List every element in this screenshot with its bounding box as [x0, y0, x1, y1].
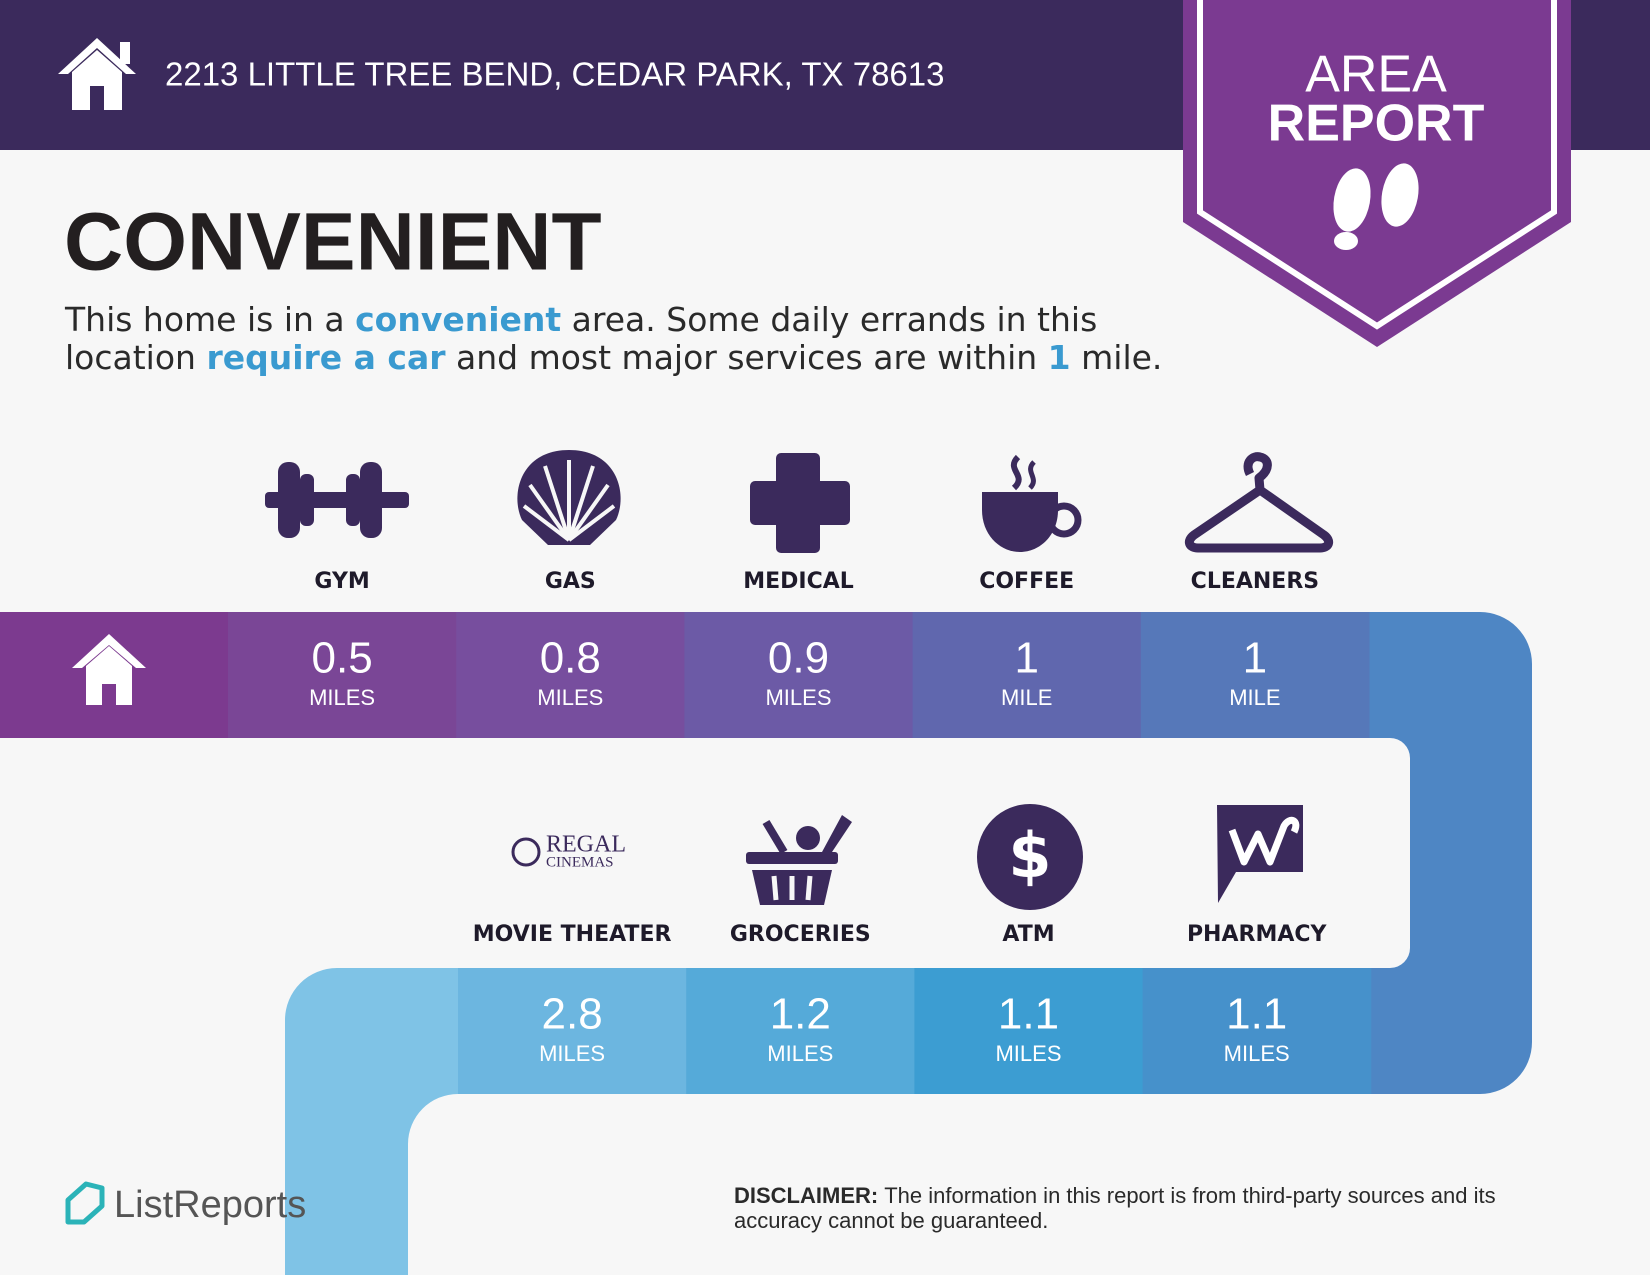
brand: ListReports	[114, 1184, 306, 1226]
distance-value: 1.1	[1226, 990, 1287, 1039]
summary-segment: This home is in a	[64, 300, 355, 339]
atm-icon	[977, 804, 1083, 910]
distance-value: 1.2	[770, 990, 831, 1039]
gas-icon	[517, 450, 621, 545]
distance-unit: MILES	[995, 1041, 1061, 1066]
distance-value: 0.5	[312, 634, 373, 683]
route-connector	[285, 968, 458, 1275]
icon-part	[72, 634, 146, 668]
cleaners-icon	[1184, 452, 1334, 553]
distance-value: 1	[1014, 634, 1038, 683]
place-label: MOVIE THEATER	[473, 922, 672, 947]
summary-segment: mile.	[1071, 338, 1163, 377]
distance-unit: MILES	[765, 685, 831, 710]
place-label: ATM	[1002, 922, 1054, 947]
distance-value: 0.8	[540, 634, 601, 683]
distance-value: 0.9	[768, 634, 829, 683]
distance-unit: MILES	[1224, 1041, 1290, 1066]
home-cell-icon	[72, 634, 146, 705]
distance-unit: MILES	[537, 685, 603, 710]
badge-text: REPORT	[1268, 95, 1485, 153]
place-label: GAS	[545, 569, 596, 594]
distance-unit: MILES	[767, 1041, 833, 1066]
place-label: MEDICAL	[743, 569, 854, 594]
summary-segment: convenient	[355, 300, 561, 339]
distance-cell	[1140, 612, 1370, 738]
address: 2213 LITTLE TREE BEND, CEDAR PARK, TX 78…	[165, 56, 945, 93]
icon-part	[86, 646, 132, 705]
disclaimer-text: accuracy cannot be guaranteed.	[734, 1208, 1048, 1233]
pharmacy-icon	[1217, 805, 1303, 903]
groceries-icon	[746, 815, 852, 905]
badge-text: AREA	[1305, 46, 1447, 104]
distance-cell	[458, 968, 687, 1094]
summary-segment: area. Some daily errands in this	[561, 300, 1097, 339]
movie-logo: REGAL CINEMAS	[511, 832, 626, 870]
home-icon	[58, 38, 136, 110]
distance-cell	[456, 612, 685, 738]
place-label: GYM	[314, 569, 369, 594]
distance-value: 1	[1243, 634, 1267, 683]
place-label: COFFEE	[979, 569, 1074, 594]
summary-line: location require a car and most major se…	[65, 338, 1162, 377]
medical-icon	[750, 453, 850, 553]
disclaimer: DISCLAIMER: The information in this repor…	[734, 1183, 1496, 1208]
atm-symbol: $	[1008, 819, 1051, 892]
brand-logo	[65, 1181, 105, 1225]
distance-value: 1.1	[998, 990, 1059, 1039]
distance-unit: MILE	[1229, 685, 1280, 710]
distance-unit: MILES	[539, 1041, 605, 1066]
distance-cell	[912, 612, 1142, 738]
coffee-icon	[982, 454, 1082, 552]
distance-unit: MILE	[1001, 685, 1052, 710]
logo-text: CINEMAS	[546, 854, 614, 870]
place-label: GROCERIES	[730, 922, 871, 947]
distance-value: 2.8	[542, 990, 603, 1039]
distance-unit: MILES	[309, 685, 375, 710]
summary-segment: location	[65, 338, 206, 377]
place-label: PHARMACY	[1187, 922, 1328, 947]
summary-line: This home is in a convenient area. Some …	[64, 300, 1097, 339]
badge-outline	[1197, 0, 1557, 330]
disclaimer-text: The information in this report is from t…	[884, 1183, 1495, 1208]
route-connector	[1369, 612, 1532, 1094]
distance-cell	[914, 968, 1144, 1094]
distance-cell	[684, 612, 914, 738]
logo-text: REGAL	[546, 832, 626, 858]
place-label: CLEANERS	[1191, 569, 1319, 594]
headline: CONVENIENT	[64, 197, 602, 288]
gym-icon	[265, 462, 409, 538]
disclaimer-label: DISCLAIMER:	[734, 1183, 878, 1208]
distance-cell	[1142, 968, 1372, 1094]
distance-cell	[228, 612, 457, 738]
summary-segment: and most major services are within	[446, 338, 1048, 377]
distance-cell	[686, 968, 915, 1094]
summary-segment: 1	[1048, 338, 1071, 377]
footprints-icon	[1333, 163, 1419, 250]
summary-segment: require a car	[206, 338, 446, 377]
